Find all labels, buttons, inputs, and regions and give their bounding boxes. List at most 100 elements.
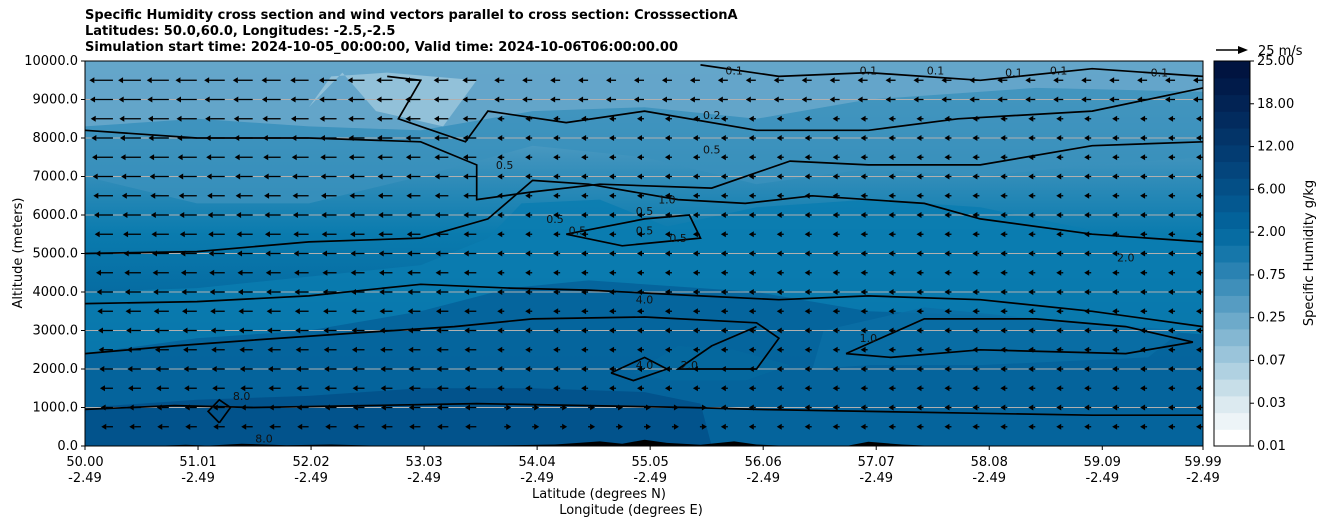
wind-arrowhead-icon-176 [323, 327, 329, 334]
wind-arrowhead-icon-445 [720, 269, 726, 276]
wind-arrowhead-icon-229 [408, 404, 414, 411]
wind-arrowhead-icon-98 [211, 366, 217, 372]
wind-arrowhead-icon-167 [291, 135, 297, 141]
quiver-key: 25 m/s [1216, 44, 1303, 59]
wind-arrowhead-icon-10 [66, 231, 71, 237]
wind-arrowhead-icon-750 [1168, 250, 1174, 257]
wind-arrowhead-icon-266 [465, 423, 471, 430]
wind-arrowhead-icon-496 [804, 385, 810, 392]
contour-line-6 [700, 64, 1203, 82]
wind-arrowhead-icon-573 [916, 366, 922, 372]
wind-arrowhead-icon-723 [1140, 404, 1146, 411]
wind-arrowhead-icon-533 [860, 404, 866, 411]
wind-arrowhead-icon-113 [204, 77, 210, 84]
wind-arrowhead-icon-122 [237, 269, 243, 276]
wind-arrowhead-icon-31 [93, 192, 99, 199]
wind-arrowhead-icon-389 [637, 250, 642, 257]
wind-arrowhead-icon-517 [832, 346, 838, 353]
y-tick-label-3: 3000.0 [33, 324, 79, 339]
wind-arrowhead-icon-472 [748, 115, 754, 122]
y-tick-label-4: 4000.0 [33, 285, 79, 300]
wind-arrowhead-icon-515 [832, 385, 838, 392]
wind-arrowhead-icon-765 [1196, 327, 1201, 334]
wind-arrowhead-icon-125 [236, 212, 242, 218]
wind-arrowhead-icon-514 [832, 404, 838, 411]
wind-arrowhead-icon-288 [497, 366, 503, 372]
wind-arrowhead-icon-477 [776, 385, 782, 392]
wind-arrowhead-icon-437 [720, 423, 726, 430]
wind-arrowhead-icon-409 [664, 231, 670, 238]
wind-arrowhead-icon-741 [1168, 423, 1174, 430]
wind-arrowhead-icon-426 [692, 269, 698, 276]
wind-arrowhead-icon-107 [207, 192, 213, 199]
wind-arrowhead-icon-534 [860, 385, 866, 392]
wind-arrowhead-icon-598 [944, 250, 950, 257]
wind-arrowhead-icon-476 [776, 404, 782, 411]
wind-arrowhead-icon-282 [462, 115, 468, 122]
chart-title-line-1: Specific Humidity cross section and wind… [85, 8, 738, 23]
wind-arrowhead-icon-62 [154, 327, 160, 334]
wind-arrowhead-icon-697 [1084, 173, 1090, 180]
wind-arrowhead-icon-397 [634, 96, 639, 103]
wind-arrowhead-icon-108 [206, 173, 212, 180]
wind-arrowhead-icon-666 [1056, 404, 1062, 411]
wind-arrowhead-icon-184 [320, 173, 326, 180]
wind-arrowhead-icon-99 [211, 346, 217, 353]
wind-arrowhead-icon-12 [65, 193, 70, 199]
wind-arrowhead-icon-59 [156, 385, 162, 392]
wind-arrowhead-icon-206 [348, 115, 354, 122]
wind-arrowhead-icon-275 [463, 250, 469, 257]
wind-arrowhead-icon-587 [913, 96, 919, 103]
wind-arrowhead-icon-613 [972, 327, 978, 334]
wind-arrowhead-icon-568 [885, 96, 891, 103]
wind-arrowhead-icon-109 [206, 154, 212, 161]
wind-arrowhead-icon-655 [1028, 250, 1034, 257]
contour-label-4: 0.1 [1050, 65, 1068, 78]
wind-arrowhead-icon-250 [436, 366, 442, 372]
wind-arrowhead-icon-211 [380, 385, 386, 392]
wind-arrowhead-icon-124 [236, 231, 242, 238]
wind-arrowhead-icon-215 [379, 308, 385, 315]
wind-arrowhead-icon-273 [464, 289, 470, 295]
wind-arrowhead-icon-466 [748, 231, 754, 238]
wind-arrowhead-icon-374 [609, 173, 615, 180]
wind-arrowhead-icon-326 [553, 366, 559, 372]
x-tick-label-lat-0: 50.00 [66, 455, 103, 470]
wind-arrowhead-icon-103 [209, 269, 215, 276]
wind-arrowhead-icon-305 [534, 404, 540, 411]
wind-arrowhead-icon-672 [1056, 289, 1062, 295]
wind-arrowhead-icon-8 [68, 270, 73, 276]
y-axis: 0.0 1000.0 2000.0 3000.0 4000.0 5000.0 6000.0 7… [24, 54, 85, 454]
wind-arrowhead-icon-78 [184, 385, 190, 392]
x-tick-label-lat-9: 59.09 [1084, 455, 1121, 470]
contour-line-2 [85, 283, 1203, 328]
colorbar-segment-1 [1214, 412, 1250, 430]
wind-arrowhead-icon-620 [972, 192, 978, 199]
wind-arrowhead-icon-408 [664, 250, 670, 257]
wind-arrowhead-icon-718 [1112, 135, 1118, 141]
wind-arrowhead-icon-760 [1196, 423, 1201, 430]
wind-arrowhead-icon-584 [916, 154, 922, 161]
wind-arrowhead-icon-639 [1000, 192, 1006, 199]
wind-arrowhead-icon-411 [664, 192, 670, 199]
wind-arrowhead-icon-264 [433, 96, 439, 103]
wind-arrowhead-icon-65 [152, 269, 158, 276]
wind-arrowhead-icon-310 [525, 308, 531, 315]
wind-arrowhead-icon-166 [291, 154, 297, 161]
wind-arrowhead-icon-313 [525, 250, 531, 257]
wind-arrowhead-icon-227 [376, 77, 382, 84]
wind-arrowhead-icon-596 [944, 289, 950, 295]
wind-arrowhead-icon-456 [748, 423, 754, 430]
wind-arrowhead-icon-47 [123, 250, 129, 257]
wind-arrowhead-icon-163 [292, 212, 298, 218]
wind-arrowhead-icon-508 [804, 154, 810, 161]
wind-arrowhead-icon-324 [562, 404, 568, 411]
wind-arrowhead-icon-542 [860, 231, 866, 238]
wind-arrowhead-icon-442 [720, 327, 726, 334]
wind-arrowhead-icon-446 [720, 250, 726, 257]
wind-arrowhead-icon-767 [1196, 289, 1201, 295]
wind-arrowhead-icon-230 [408, 385, 414, 392]
colorbar-segment-0 [1214, 429, 1250, 447]
wind-arrowhead-icon-501 [804, 289, 810, 295]
